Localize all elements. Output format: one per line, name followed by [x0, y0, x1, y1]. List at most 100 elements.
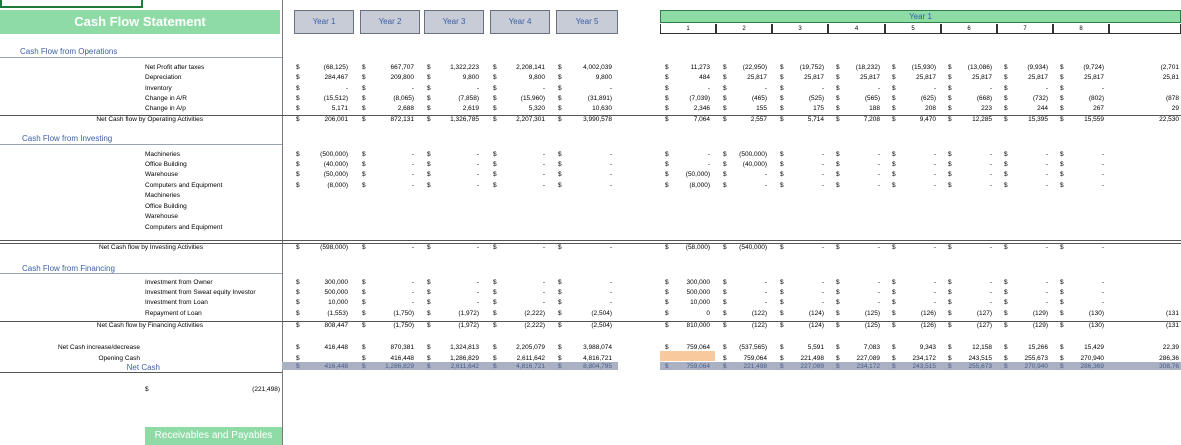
- year-value[interactable]: (50,000): [323, 171, 348, 178]
- month-value[interactable]: (126): [920, 322, 936, 329]
- month-value[interactable]: -: [707, 85, 710, 92]
- year-value[interactable]: (2,504): [591, 322, 612, 329]
- month-value[interactable]: (668): [976, 95, 992, 102]
- month-value[interactable]: -: [877, 182, 880, 189]
- month-value[interactable]: 270,940: [1024, 363, 1049, 370]
- year-value[interactable]: 9,800: [528, 74, 545, 81]
- month-value[interactable]: -: [1045, 161, 1048, 168]
- year-value[interactable]: (1,972): [458, 322, 479, 329]
- month-value[interactable]: -: [877, 299, 880, 306]
- month-value[interactable]: 810,000: [686, 322, 711, 329]
- year-value[interactable]: (15,960): [520, 95, 545, 102]
- month-value[interactable]: 2,346: [693, 105, 710, 112]
- month-value[interactable]: 9,470: [919, 116, 936, 123]
- month-value[interactable]: 227,089: [800, 363, 825, 370]
- year-value[interactable]: 1,286,829: [385, 363, 414, 370]
- month-value[interactable]: -: [1101, 279, 1104, 286]
- month-value[interactable]: -: [1045, 279, 1048, 286]
- month-value[interactable]: 221,498: [800, 355, 825, 362]
- month-value[interactable]: -: [764, 289, 767, 296]
- month-value[interactable]: 25,817: [860, 74, 880, 81]
- year-value[interactable]: -: [476, 85, 479, 92]
- year-value[interactable]: -: [542, 244, 545, 251]
- month-value[interactable]: -: [1045, 85, 1048, 92]
- year-value[interactable]: -: [542, 289, 545, 296]
- month-value[interactable]: (122): [751, 322, 767, 329]
- year-value[interactable]: (8,000): [327, 182, 348, 189]
- month-value[interactable]: -: [764, 279, 767, 286]
- month-value[interactable]: (124): [808, 310, 824, 317]
- month-value[interactable]: 12,158: [972, 344, 992, 351]
- month-value[interactable]: -: [1101, 299, 1104, 306]
- month-value[interactable]: (19,752): [799, 64, 824, 71]
- month-value[interactable]: (565): [864, 95, 880, 102]
- year-value[interactable]: 2,611,642: [516, 355, 545, 362]
- month-value[interactable]: -: [1045, 289, 1048, 296]
- year-value[interactable]: 206,001: [324, 116, 349, 123]
- month-value[interactable]: 5,714: [807, 116, 824, 123]
- month-value[interactable]: -: [989, 161, 992, 168]
- year-value[interactable]: 9,800: [595, 74, 612, 81]
- year-value[interactable]: -: [476, 279, 479, 286]
- year-value[interactable]: 284,467: [324, 74, 349, 81]
- month-value[interactable]: (465): [751, 95, 767, 102]
- year-value[interactable]: -: [345, 85, 348, 92]
- month-value[interactable]: (802): [1088, 95, 1104, 102]
- year-value[interactable]: 8,804,795: [583, 363, 612, 370]
- month-number[interactable]: 5: [885, 24, 941, 34]
- year-value[interactable]: (1,553): [327, 310, 348, 317]
- year-value[interactable]: -: [476, 171, 479, 178]
- year-value[interactable]: 1,322,223: [450, 64, 479, 71]
- year-value[interactable]: (1,750): [393, 322, 414, 329]
- month-value[interactable]: -: [1101, 161, 1104, 168]
- month-value[interactable]: 270,940: [1080, 355, 1105, 362]
- month-value[interactable]: -: [877, 289, 880, 296]
- month-value[interactable]: (130): [1088, 310, 1104, 317]
- month-value[interactable]: 208: [925, 105, 936, 112]
- month-value[interactable]: -: [877, 161, 880, 168]
- year-value[interactable]: 808,447: [324, 322, 349, 329]
- month-value[interactable]: (131: [1165, 322, 1179, 329]
- month-value[interactable]: (127): [976, 322, 992, 329]
- month-value[interactable]: -: [989, 85, 992, 92]
- month-number[interactable]: 7: [997, 24, 1053, 34]
- month-value[interactable]: 484: [699, 74, 710, 81]
- month-number[interactable]: 2: [716, 24, 772, 34]
- month-value[interactable]: 759,064: [743, 355, 768, 362]
- month-value[interactable]: (124): [808, 322, 824, 329]
- month-value[interactable]: (50,000): [685, 171, 710, 178]
- month-value[interactable]: (22,950): [742, 64, 767, 71]
- year-value[interactable]: -: [542, 299, 545, 306]
- month-value[interactable]: (131: [1165, 310, 1179, 317]
- year-value[interactable]: 10,630: [592, 105, 612, 112]
- year-value[interactable]: (500,000): [320, 151, 348, 158]
- month-value[interactable]: -: [1045, 299, 1048, 306]
- year-value[interactable]: -: [609, 161, 612, 168]
- year-value[interactable]: 500,000: [324, 289, 349, 296]
- year-value[interactable]: -: [411, 151, 414, 158]
- year-value[interactable]: 10,000: [328, 299, 348, 306]
- month-value[interactable]: -: [877, 171, 880, 178]
- month-value[interactable]: (125): [864, 310, 880, 317]
- year-value[interactable]: (2,222): [524, 310, 545, 317]
- year-value[interactable]: -: [609, 289, 612, 296]
- month-value[interactable]: -: [821, 171, 824, 178]
- month-value[interactable]: -: [821, 299, 824, 306]
- month-value[interactable]: (7,039): [689, 95, 710, 102]
- month-value[interactable]: 286,36: [1159, 355, 1179, 362]
- year-value[interactable]: 872,131: [390, 116, 415, 123]
- year-value[interactable]: 1,286,829: [450, 355, 479, 362]
- month-value[interactable]: 500,000: [686, 289, 711, 296]
- month-value[interactable]: 7,064: [693, 116, 710, 123]
- month-value[interactable]: 15,559: [1084, 116, 1104, 123]
- year-value[interactable]: 2,207,301: [516, 116, 545, 123]
- month-value[interactable]: 29: [1171, 105, 1179, 112]
- year-value[interactable]: -: [411, 279, 414, 286]
- year-value[interactable]: 1,326,785: [450, 116, 479, 123]
- month-value[interactable]: (122): [751, 310, 767, 317]
- month-value[interactable]: (878: [1165, 95, 1179, 102]
- month-value[interactable]: -: [933, 161, 936, 168]
- year-value[interactable]: -: [609, 279, 612, 286]
- year-value[interactable]: -: [542, 182, 545, 189]
- year-value[interactable]: 2,205,079: [516, 344, 545, 351]
